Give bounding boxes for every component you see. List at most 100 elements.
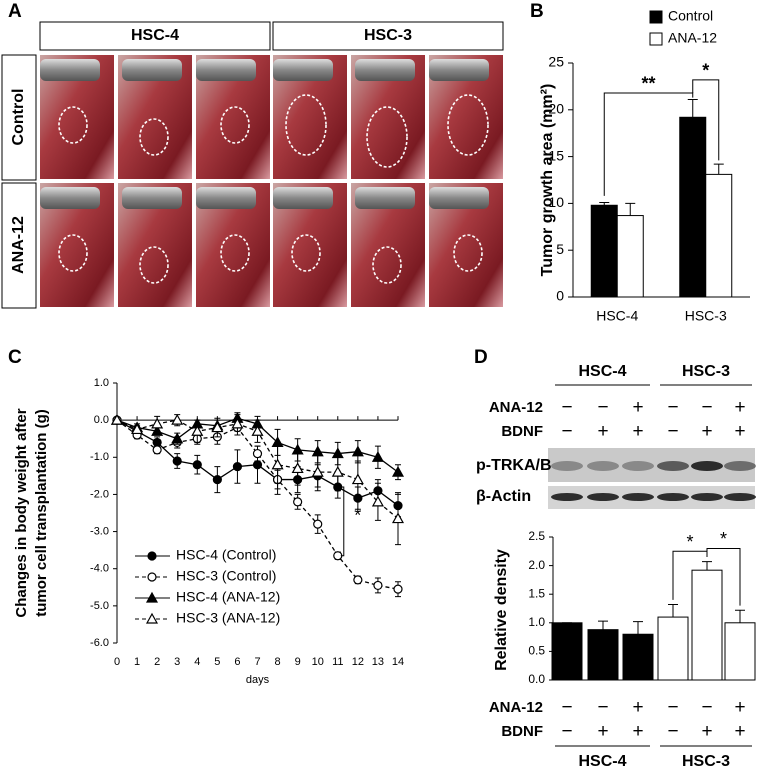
significance: ** xyxy=(641,74,655,94)
row-header-box xyxy=(1,182,37,309)
y-tick-label: 1.0 xyxy=(94,377,109,389)
y-axis-label: tumor cell transplantation (g) xyxy=(33,409,50,617)
column-header: HSC-3 xyxy=(364,27,412,44)
significance: * xyxy=(702,61,709,81)
photo-clamp xyxy=(122,187,182,209)
sign: − xyxy=(561,421,572,442)
row-label: BDNF xyxy=(501,723,543,740)
marker xyxy=(231,417,244,429)
row-header: ANA-12 xyxy=(10,216,27,274)
error-bar xyxy=(687,99,698,118)
marker xyxy=(252,448,263,459)
sign: + xyxy=(632,721,643,742)
sign: + xyxy=(734,721,745,742)
sign: − xyxy=(597,697,608,718)
y-tick-label: 15 xyxy=(548,147,564,163)
marker xyxy=(353,575,363,585)
marker xyxy=(393,584,403,594)
marker xyxy=(391,512,405,524)
blot-band xyxy=(724,493,756,501)
tumor-outline xyxy=(291,234,321,272)
bracket xyxy=(692,79,720,161)
marker xyxy=(351,473,364,485)
group-label: HSC-3 xyxy=(682,363,730,380)
photo-clamp xyxy=(196,59,256,81)
marker xyxy=(313,519,323,529)
sign: − xyxy=(561,397,572,418)
tumor-outline xyxy=(220,234,250,272)
marker xyxy=(171,432,184,444)
marker xyxy=(252,460,263,470)
sign: + xyxy=(632,697,643,718)
tumor-outline xyxy=(285,94,327,156)
tumor-outline xyxy=(58,106,88,144)
sign: + xyxy=(734,397,745,418)
blot-band xyxy=(691,493,723,501)
panel-label: D xyxy=(474,347,488,368)
significance: * xyxy=(686,532,693,552)
marker xyxy=(152,437,162,448)
x-tick-label: 1 xyxy=(134,656,140,668)
sign: + xyxy=(701,421,712,442)
sign: − xyxy=(701,397,712,418)
bar xyxy=(587,629,619,681)
y-tick-label: 5 xyxy=(556,241,564,257)
tumor-outline xyxy=(366,106,408,168)
x-tick-label: 2 xyxy=(154,656,160,668)
error-bar xyxy=(598,620,608,630)
x-tick-label: 13 xyxy=(372,656,384,668)
marker xyxy=(147,551,157,561)
tumor-outline xyxy=(447,94,489,156)
legend-label: ANA-12 xyxy=(668,30,717,46)
marker xyxy=(351,445,364,457)
legend-label: HSC-3 (Control) xyxy=(176,568,276,584)
x-tick-label: HSC-4 xyxy=(596,308,638,324)
sign: + xyxy=(734,421,745,442)
y-tick-label: -4.0 xyxy=(90,563,109,575)
marker xyxy=(371,451,384,462)
x-axis-label: days xyxy=(246,674,270,686)
band-label: p-TRKA/B xyxy=(476,457,552,474)
y-tick-label: 0 xyxy=(556,288,564,304)
y-tick-label: 0.5 xyxy=(528,644,545,658)
legend-swatch xyxy=(649,10,663,24)
bar xyxy=(657,616,689,681)
x-tick-label: 9 xyxy=(295,656,301,668)
tumor-outline xyxy=(220,106,250,144)
legend-label: HSC-3 (ANA-12) xyxy=(176,610,280,626)
marker xyxy=(333,551,343,561)
bar xyxy=(705,173,733,298)
bar xyxy=(616,215,644,298)
photo-clamp xyxy=(122,59,182,81)
sign: + xyxy=(632,397,643,418)
sign: − xyxy=(561,697,572,718)
error-bar xyxy=(633,621,643,635)
sign: + xyxy=(632,421,643,442)
photo-clamp xyxy=(40,187,100,209)
x-tick-label: 4 xyxy=(194,656,200,668)
band-label: β-Actin xyxy=(476,488,531,505)
y-tick-label: -5.0 xyxy=(90,600,109,612)
x-tick-label: 3 xyxy=(174,656,180,668)
tumor-outline xyxy=(139,246,169,284)
row-label: ANA-12 xyxy=(489,699,543,716)
group-label: HSC-4 xyxy=(578,753,626,770)
series-line xyxy=(116,419,399,590)
marker xyxy=(151,417,164,429)
marker xyxy=(145,591,159,603)
error-bar xyxy=(668,603,678,618)
column-header: HSC-4 xyxy=(131,27,179,44)
tumor-outline xyxy=(139,118,169,156)
error-bar xyxy=(735,609,745,623)
blot-band xyxy=(691,461,723,471)
y-tick-label: 20 xyxy=(548,101,564,117)
photo-clamp xyxy=(355,59,415,81)
y-tick-label: -1.0 xyxy=(90,451,109,463)
significance: * xyxy=(354,505,361,525)
sign: + xyxy=(734,697,745,718)
error-bar xyxy=(713,163,724,175)
legend-label: HSC-4 (Control) xyxy=(176,547,276,563)
group-label: HSC-3 xyxy=(682,753,730,770)
y-axis-label: Relative density xyxy=(493,549,510,671)
blot-band xyxy=(622,461,654,471)
